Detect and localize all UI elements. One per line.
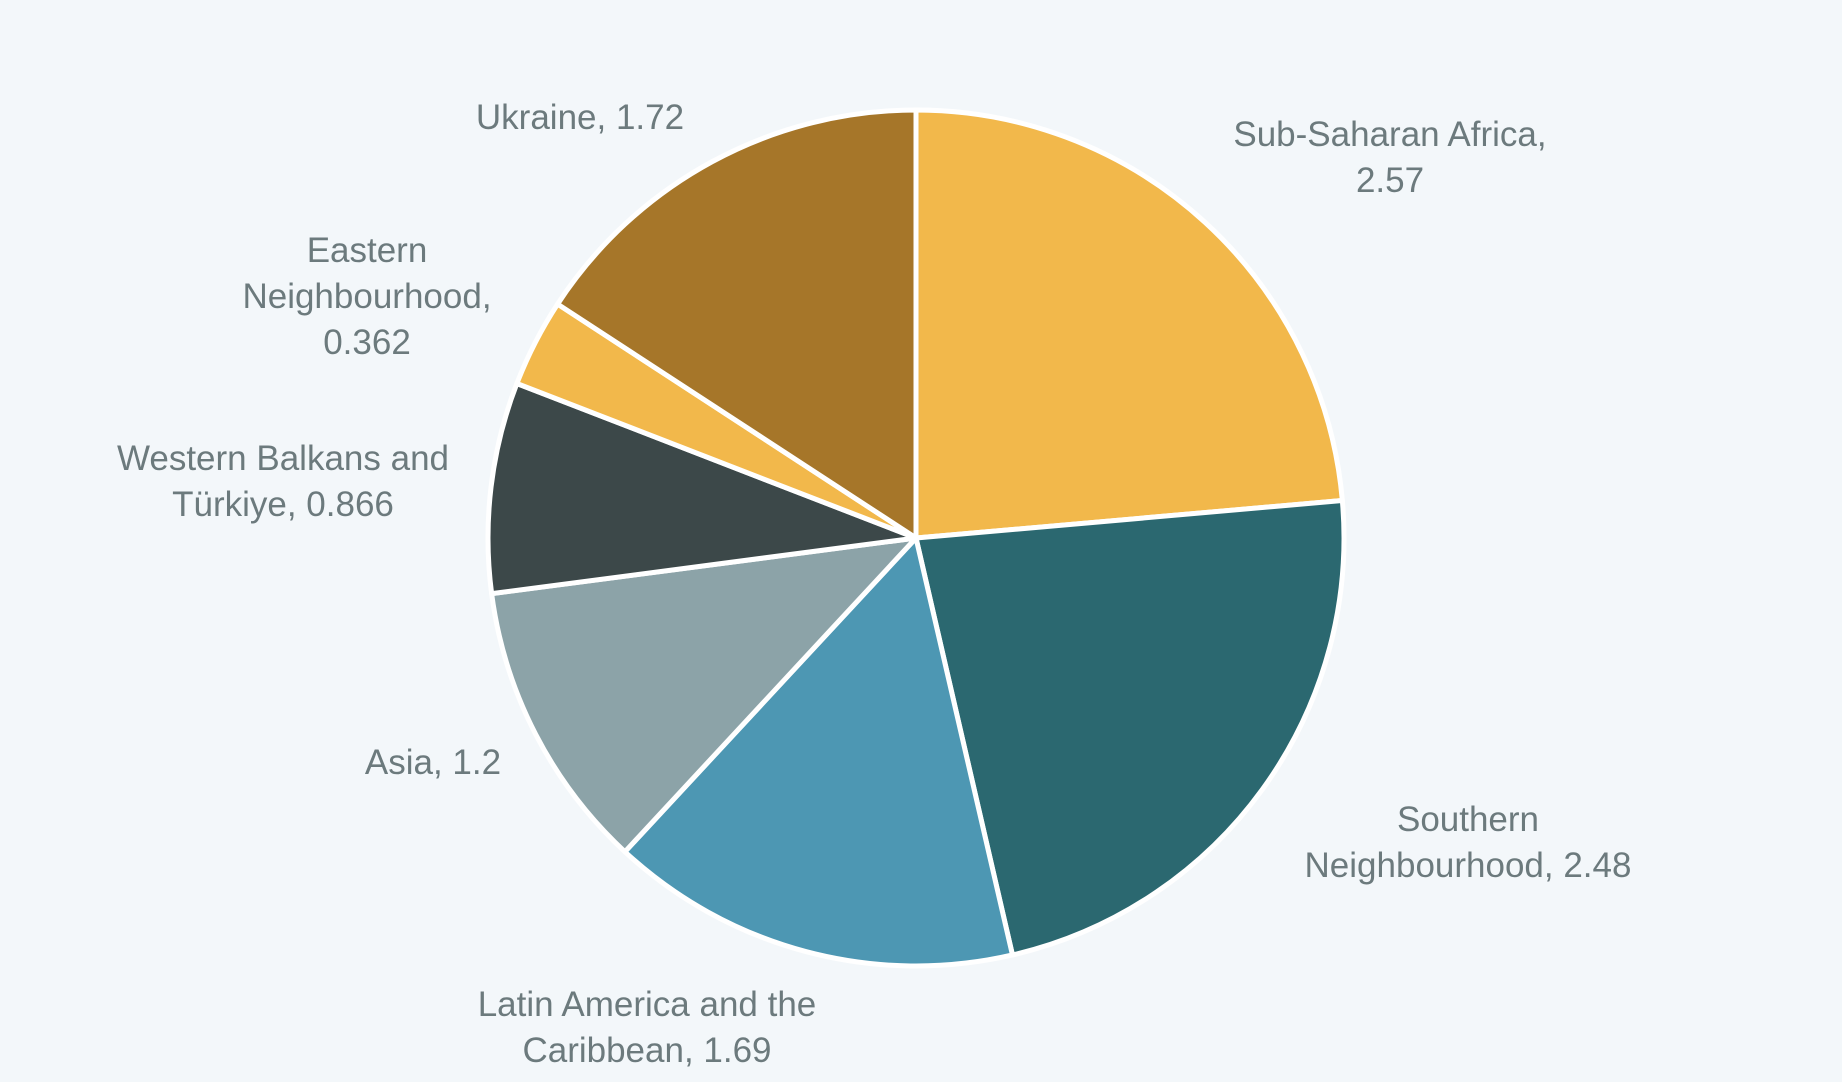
pie-label-line: Western Balkans and: [117, 439, 449, 478]
pie-slice-western-balkans-and-turkiye: [485, 381, 919, 597]
pie-label-eastern-neighbourhood: Eastern Neighbourhood, 0.362: [242, 231, 491, 362]
pie-label-line: Neighbourhood, 2.48: [1305, 846, 1632, 885]
pie-slices: [485, 107, 1347, 969]
pie-label-line: Sub-Saharan Africa,: [1233, 115, 1546, 154]
pie-slice-latin-america-and-the-caribbean: [622, 535, 1015, 969]
pie-slice-southern-neighbourhood: [913, 498, 1347, 958]
pie-label-ukraine: Ukraine, 1.72: [476, 98, 684, 137]
pie-label-line: Caribbean, 1.69: [522, 1031, 771, 1070]
pie-label-line: Türkiye, 0.866: [172, 485, 394, 524]
pie-labels: Sub-Saharan Africa, 2.57 Southern Neighbour…: [117, 98, 1631, 1070]
pie-label-line: 2.57: [1356, 161, 1424, 200]
pie-label-line: Southern: [1397, 800, 1539, 839]
pie-label-line: Eastern: [307, 231, 428, 270]
pie-label-line: Latin America and the: [478, 985, 817, 1024]
pie-label-line: Asia, 1.2: [365, 743, 501, 782]
pie-label-line: 0.362: [323, 323, 411, 362]
pie-label-line: Ukraine, 1.72: [476, 98, 684, 137]
pie-label-southern-neighbourhood: Southern Neighbourhood, 2.48: [1305, 800, 1632, 885]
pie-slice-sub-saharan-africa: [913, 107, 1345, 541]
pie-label-sub-saharan-africa: Sub-Saharan Africa, 2.57: [1233, 115, 1546, 200]
pie-slice-ukraine: [555, 107, 919, 541]
pie-label-line: Neighbourhood,: [242, 277, 491, 316]
pie-slice-asia: [489, 535, 919, 855]
pie-label-western-balkans-and-turkiye: Western Balkans and Türkiye, 0.866: [117, 439, 449, 524]
pie-label-asia: Asia, 1.2: [365, 743, 501, 782]
pie-label-latin-america-and-the-caribbean: Latin America and the Caribbean, 1.69: [478, 985, 817, 1070]
